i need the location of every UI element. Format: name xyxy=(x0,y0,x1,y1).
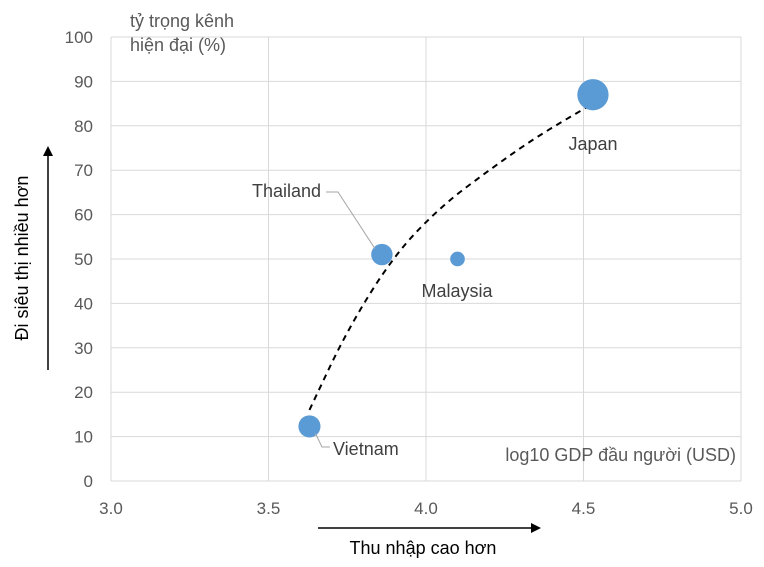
y-unit-label-line1: tỷ trọng kênh xyxy=(130,11,234,31)
gridlines xyxy=(110,36,742,482)
x-tick-label: 4.0 xyxy=(414,499,438,518)
y-tick-label: 70 xyxy=(74,161,93,180)
y-tick-label: 40 xyxy=(74,294,93,313)
trend-line xyxy=(308,102,594,411)
y-tick-label: 90 xyxy=(74,72,93,91)
thailand-leader-line xyxy=(326,191,376,249)
point-label-thailand: Thailand xyxy=(252,181,321,201)
point-label-malaysia: Malaysia xyxy=(421,281,493,301)
trend-line-layer xyxy=(308,102,594,411)
x-tick-label: 3.0 xyxy=(99,499,123,518)
x-tick-label: 4.5 xyxy=(572,499,596,518)
bubble-vietnam xyxy=(298,415,321,438)
y-tick-label: 100 xyxy=(65,28,93,47)
x-axis-note: log10 GDP đầu người (USD) xyxy=(505,445,736,465)
bubble-malaysia xyxy=(450,251,465,267)
bubble-thailand xyxy=(371,243,393,266)
y-tick-label: 50 xyxy=(74,250,93,269)
bubble-layer xyxy=(298,79,609,438)
y-axis-title: Đi siêu thị nhiều hơn xyxy=(12,176,32,341)
x-tick-label: 5.0 xyxy=(729,499,753,518)
y-arrow-head xyxy=(43,146,53,156)
y-tick-label: 80 xyxy=(74,117,93,136)
x-axis-title: Thu nhập cao hơn xyxy=(350,538,497,558)
y-tick-label: 10 xyxy=(74,428,93,447)
bubble-japan xyxy=(577,79,609,111)
x-tick-label: 3.5 xyxy=(257,499,281,518)
point-label-japan: Japan xyxy=(568,134,617,154)
point-labels: Thailand Vietnam Malaysia Japan xyxy=(252,134,618,459)
tick-labels: 0 10 20 30 40 50 60 70 80 90 100 3.0 3.5 4.0 4.5 5.0 xyxy=(65,28,753,518)
point-label-vietnam: Vietnam xyxy=(333,439,399,459)
vietnam-leader-line xyxy=(314,433,330,448)
y-tick-label: 60 xyxy=(74,206,93,225)
y-unit-label-line2: hiện đại (%) xyxy=(130,35,226,55)
y-tick-label: 30 xyxy=(74,339,93,358)
y-tick-label: 0 xyxy=(84,472,93,491)
x-arrow-head xyxy=(531,523,541,533)
y-tick-label: 20 xyxy=(74,383,93,402)
